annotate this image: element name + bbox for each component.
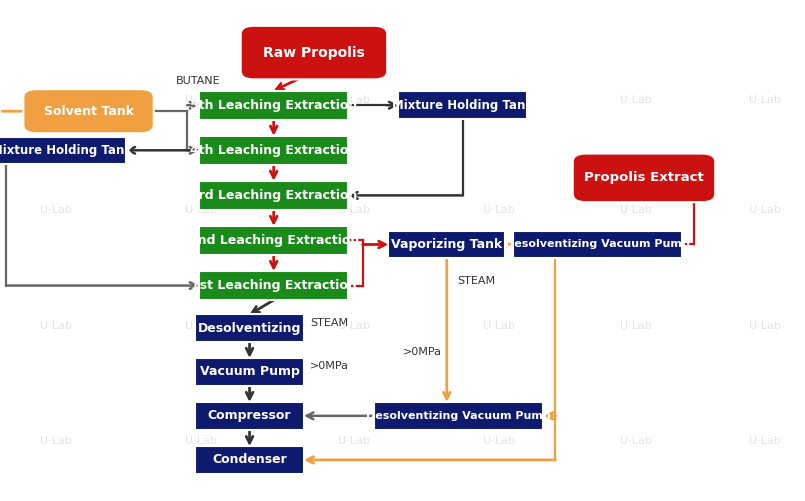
Text: U·Lab: U·Lab <box>483 95 515 105</box>
Text: U·Lab: U·Lab <box>338 205 370 215</box>
FancyBboxPatch shape <box>374 402 543 429</box>
Text: U·Lab: U·Lab <box>185 95 217 105</box>
Text: Mixture Holding Tank: Mixture Holding Tank <box>392 99 534 112</box>
Text: U·Lab: U·Lab <box>749 95 781 105</box>
Text: U·Lab: U·Lab <box>483 436 515 446</box>
Text: U·Lab: U·Lab <box>620 205 652 215</box>
FancyBboxPatch shape <box>513 231 682 259</box>
Text: U·Lab: U·Lab <box>483 321 515 331</box>
Text: Desolventizing: Desolventizing <box>198 322 301 335</box>
Text: Solvent Tank: Solvent Tank <box>43 105 134 118</box>
Text: U·Lab: U·Lab <box>749 321 781 331</box>
Text: U·Lab: U·Lab <box>749 436 781 446</box>
Text: >0MPa: >0MPa <box>402 347 441 357</box>
Text: 2nd Leaching Extraction: 2nd Leaching Extraction <box>188 234 359 247</box>
Text: Mixture Holding Tank: Mixture Holding Tank <box>0 144 132 157</box>
FancyBboxPatch shape <box>241 26 387 80</box>
FancyBboxPatch shape <box>196 402 304 429</box>
Text: 1st Leaching Extraction: 1st Leaching Extraction <box>191 279 357 292</box>
Text: U·Lab: U·Lab <box>185 205 217 215</box>
Text: BUTANE: BUTANE <box>175 76 220 86</box>
Text: U·Lab: U·Lab <box>185 321 217 331</box>
FancyBboxPatch shape <box>389 231 506 259</box>
Text: Compressor: Compressor <box>208 409 291 422</box>
Text: Vaporizing Tank: Vaporizing Tank <box>391 238 502 251</box>
Text: U·Lab: U·Lab <box>40 321 72 331</box>
Text: Desolventizing Vacuum Pump: Desolventizing Vacuum Pump <box>366 411 551 421</box>
FancyBboxPatch shape <box>196 446 304 474</box>
FancyBboxPatch shape <box>572 153 716 202</box>
Text: STEAM: STEAM <box>457 276 495 286</box>
Text: 5th Leaching Extraction: 5th Leaching Extraction <box>190 99 357 112</box>
FancyBboxPatch shape <box>398 91 527 119</box>
Text: U·Lab: U·Lab <box>749 205 781 215</box>
Text: Propolis Extract: Propolis Extract <box>584 171 704 184</box>
FancyBboxPatch shape <box>196 358 304 386</box>
FancyBboxPatch shape <box>200 226 348 255</box>
FancyBboxPatch shape <box>200 136 348 165</box>
FancyBboxPatch shape <box>200 91 348 120</box>
Text: U·Lab: U·Lab <box>338 436 370 446</box>
Text: 4th Leaching Extraction: 4th Leaching Extraction <box>190 144 357 157</box>
FancyBboxPatch shape <box>0 137 126 164</box>
Text: U·Lab: U·Lab <box>483 205 515 215</box>
Text: STEAM: STEAM <box>310 318 348 328</box>
Text: 3rd Leaching Extraction: 3rd Leaching Extraction <box>190 189 357 202</box>
Text: U·Lab: U·Lab <box>620 95 652 105</box>
FancyBboxPatch shape <box>196 315 304 342</box>
Text: U·Lab: U·Lab <box>338 95 370 105</box>
Text: U·Lab: U·Lab <box>40 436 72 446</box>
FancyBboxPatch shape <box>200 181 348 210</box>
FancyBboxPatch shape <box>200 271 348 300</box>
Text: U·Lab: U·Lab <box>620 436 652 446</box>
FancyBboxPatch shape <box>23 89 154 133</box>
Text: Desolventizing Vacuum Pump: Desolventizing Vacuum Pump <box>505 239 690 249</box>
Text: U·Lab: U·Lab <box>620 321 652 331</box>
Text: U·Lab: U·Lab <box>40 205 72 215</box>
Text: U·Lab: U·Lab <box>185 436 217 446</box>
Text: >0MPa: >0MPa <box>310 361 349 371</box>
Text: U·Lab: U·Lab <box>40 95 72 105</box>
Text: Vacuum Pump: Vacuum Pump <box>200 365 299 378</box>
Text: Condenser: Condenser <box>213 453 287 466</box>
Text: Raw Propolis: Raw Propolis <box>263 46 365 60</box>
Text: U·Lab: U·Lab <box>338 321 370 331</box>
